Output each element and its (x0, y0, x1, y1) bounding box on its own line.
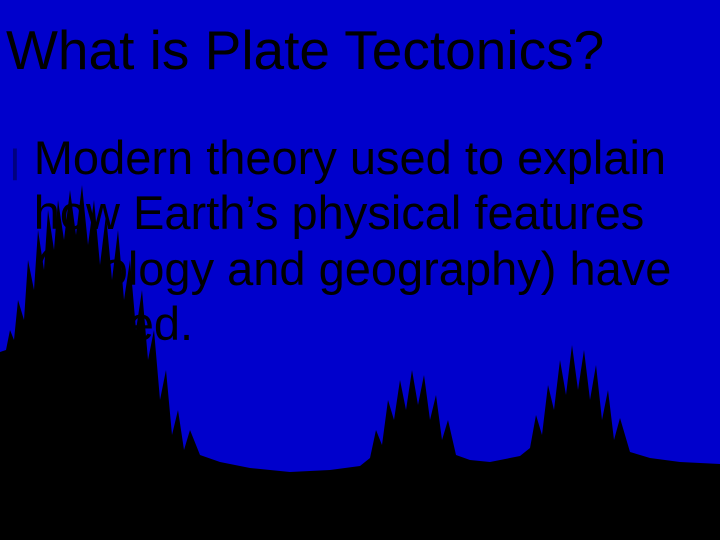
body-content: l Modern theory used to explain how Eart… (10, 130, 704, 352)
bullet-marker: l (10, 144, 20, 188)
body-text: Modern theory used to explain how Earth’… (34, 130, 704, 352)
page-number: 2 (588, 491, 598, 512)
slide-title: What is Plate Tectonics? (6, 18, 604, 82)
slide: What is Plate Tectonics? l Modern theory… (0, 0, 720, 540)
